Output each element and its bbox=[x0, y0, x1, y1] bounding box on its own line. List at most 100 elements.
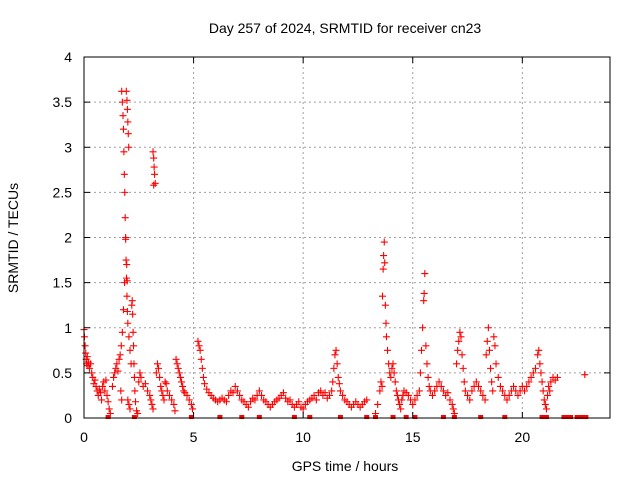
data-point bbox=[461, 387, 469, 395]
data-point bbox=[131, 387, 139, 395]
data-point bbox=[423, 360, 431, 368]
data-point bbox=[199, 373, 207, 381]
data-point bbox=[163, 387, 171, 395]
data-point bbox=[149, 148, 157, 156]
data-point bbox=[170, 400, 178, 408]
data-point bbox=[130, 360, 138, 368]
data-point bbox=[282, 394, 290, 402]
data-point bbox=[392, 387, 400, 395]
data-point bbox=[460, 378, 468, 386]
data-point bbox=[482, 351, 490, 359]
data-point bbox=[119, 306, 127, 314]
data-point bbox=[123, 292, 131, 300]
data-point bbox=[545, 382, 553, 390]
data-point bbox=[121, 214, 129, 222]
data-point bbox=[159, 391, 167, 399]
grid-lines bbox=[84, 57, 610, 418]
data-point bbox=[150, 154, 158, 162]
y-tick-label: 1 bbox=[64, 320, 72, 336]
data-point bbox=[251, 396, 259, 404]
data-point-zero bbox=[451, 415, 457, 419]
data-point bbox=[136, 369, 144, 377]
data-point bbox=[453, 360, 461, 368]
data-point bbox=[123, 277, 131, 285]
data-point bbox=[85, 364, 93, 372]
data-point bbox=[118, 328, 126, 336]
data-point bbox=[336, 387, 344, 395]
data-point bbox=[125, 143, 133, 151]
data-point bbox=[396, 400, 404, 408]
data-point bbox=[379, 292, 387, 300]
data-point bbox=[539, 387, 547, 395]
data-point bbox=[132, 398, 140, 406]
data-point bbox=[413, 391, 421, 399]
data-point bbox=[377, 378, 385, 386]
data-point bbox=[255, 387, 263, 395]
data-point bbox=[431, 387, 439, 395]
data-point bbox=[381, 301, 389, 309]
data-point bbox=[150, 163, 158, 171]
data-point bbox=[380, 252, 388, 260]
data-point bbox=[134, 409, 142, 417]
data-point bbox=[124, 130, 132, 138]
data-point bbox=[123, 261, 131, 269]
data-point bbox=[523, 382, 531, 390]
data-point bbox=[162, 380, 170, 388]
data-point-zero bbox=[291, 415, 297, 419]
data-point bbox=[236, 391, 244, 399]
data-point bbox=[125, 333, 133, 341]
data-point bbox=[118, 396, 126, 404]
data-point bbox=[398, 396, 406, 404]
data-point bbox=[529, 369, 537, 377]
data-point-zero bbox=[337, 415, 343, 419]
data-point-zero bbox=[364, 415, 370, 419]
data-point bbox=[547, 378, 555, 386]
data-point bbox=[416, 369, 424, 377]
data-point bbox=[378, 382, 386, 390]
data-point bbox=[510, 382, 518, 390]
data-point bbox=[295, 398, 303, 406]
axis-ticks: 0 0.5 1 1.5 2 2.5 3 3.5 4 0 5 10 15 20 bbox=[53, 49, 610, 445]
data-point bbox=[247, 398, 255, 406]
data-point bbox=[328, 387, 336, 395]
data-point bbox=[472, 378, 480, 386]
data-point bbox=[466, 396, 474, 404]
data-point bbox=[222, 398, 230, 406]
data-point bbox=[125, 400, 133, 408]
data-point bbox=[129, 328, 137, 336]
data-point bbox=[183, 391, 191, 399]
data-point bbox=[185, 396, 193, 404]
data-point bbox=[129, 310, 137, 318]
data-point bbox=[144, 387, 152, 395]
data-point bbox=[195, 342, 203, 350]
data-point-zero bbox=[412, 415, 418, 419]
data-point bbox=[444, 389, 452, 397]
data-marks bbox=[80, 87, 589, 419]
data-point bbox=[459, 364, 467, 372]
data-point bbox=[325, 391, 333, 399]
data-point bbox=[333, 360, 341, 368]
data-point bbox=[331, 351, 339, 359]
data-point bbox=[581, 371, 589, 379]
data-point-zero bbox=[403, 415, 409, 419]
data-point bbox=[321, 389, 329, 397]
data-point bbox=[496, 382, 504, 390]
data-point bbox=[448, 400, 456, 408]
data-point bbox=[165, 391, 173, 399]
data-point bbox=[503, 396, 511, 404]
data-point-zero bbox=[131, 415, 137, 419]
data-point bbox=[468, 387, 476, 395]
data-point bbox=[179, 382, 187, 390]
data-point bbox=[229, 389, 237, 397]
data-point bbox=[122, 256, 130, 264]
data-point bbox=[458, 351, 466, 359]
data-point bbox=[384, 346, 392, 354]
data-point bbox=[481, 396, 489, 404]
data-point bbox=[484, 324, 492, 332]
data-point bbox=[148, 400, 156, 408]
data-point bbox=[113, 360, 121, 368]
x-tick-label: 20 bbox=[515, 429, 531, 445]
data-point bbox=[126, 405, 134, 413]
data-point bbox=[335, 380, 343, 388]
data-point bbox=[389, 360, 397, 368]
